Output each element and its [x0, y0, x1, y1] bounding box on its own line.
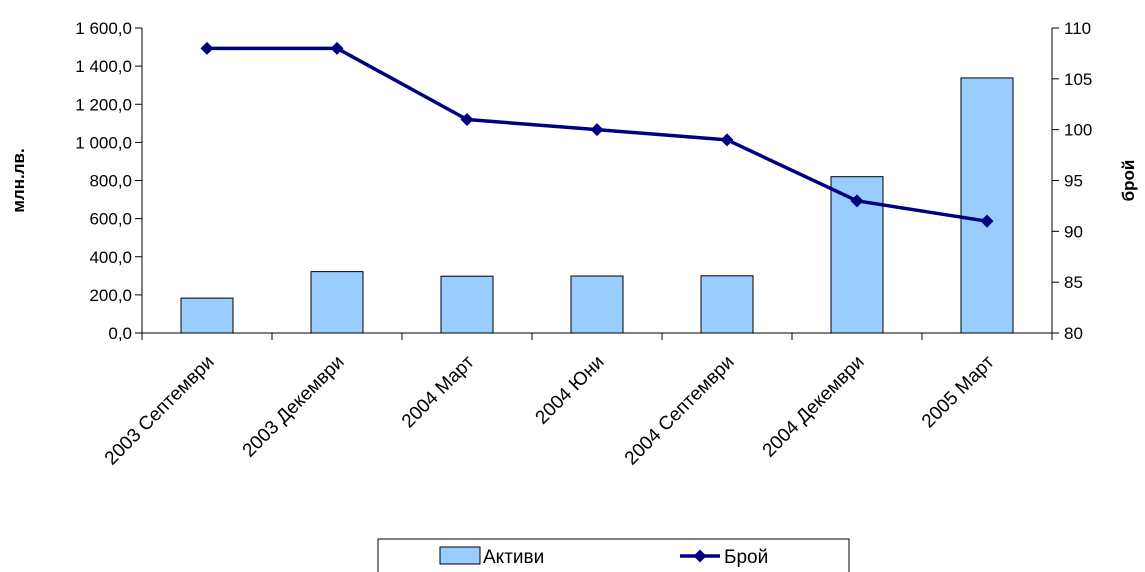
y-left-tick-label: 1 400,0: [75, 57, 132, 76]
y-left-tick-label: 800,0: [89, 172, 132, 191]
y-right-tick-label: 95: [1064, 172, 1083, 191]
legend: Активи Брой: [377, 538, 850, 572]
y-left-tick-label: 0,0: [108, 324, 132, 343]
category-label: 2004 Март: [398, 351, 479, 432]
y-left-tick-label: 600,0: [89, 210, 132, 229]
legend-swatch-aktivi: [439, 546, 481, 565]
line-marker-2: [330, 41, 344, 55]
y-left-title: млн.лв.: [9, 148, 28, 212]
y-left-tick-label: 1 600,0: [75, 19, 132, 38]
line-marker-7: [980, 214, 994, 228]
line-marker-6: [850, 194, 864, 208]
line-marker-5: [720, 133, 734, 147]
category-label: 2003 Декември: [239, 352, 349, 462]
y-right-tick-label: 110: [1064, 19, 1091, 38]
bar-5: [700, 275, 754, 334]
y-right-tick-label: 90: [1064, 222, 1083, 241]
line-layer: [200, 41, 994, 228]
bar-7: [960, 77, 1014, 334]
line-marker-3: [460, 113, 474, 126]
category-label: 2005 Март: [918, 351, 999, 432]
y-left-tick-label: 1 200,0: [75, 95, 132, 114]
y-right-tick-label: 80: [1064, 324, 1083, 343]
y-left-tick-label: 1 000,0: [75, 133, 132, 152]
legend-label-broi: Брой: [724, 547, 768, 568]
category-label: 2004 Декември: [759, 352, 869, 462]
y-right-tick-label: 105: [1064, 70, 1092, 89]
category-label: 2003 Септември: [101, 352, 219, 470]
category-label: 2004 Юни: [532, 352, 609, 429]
y-left-tick-label: 200,0: [89, 286, 132, 305]
bar-4: [570, 275, 624, 334]
legend-label-aktivi: Активи: [483, 547, 544, 568]
bar-2: [310, 271, 364, 334]
y-right-tick-label: 85: [1064, 273, 1083, 292]
bar-3: [440, 275, 494, 334]
y-right-tick-label: 100: [1064, 121, 1092, 140]
line-marker-4: [590, 123, 604, 137]
axes-layer: [135, 27, 1059, 340]
legend-marker-broi: [693, 549, 707, 563]
y-right-title: брой: [1119, 160, 1138, 202]
line-marker-1: [200, 41, 214, 55]
y-left-tick-label: 400,0: [89, 248, 132, 267]
category-label: 2004 Септември: [621, 352, 739, 470]
bar-1: [180, 297, 234, 334]
